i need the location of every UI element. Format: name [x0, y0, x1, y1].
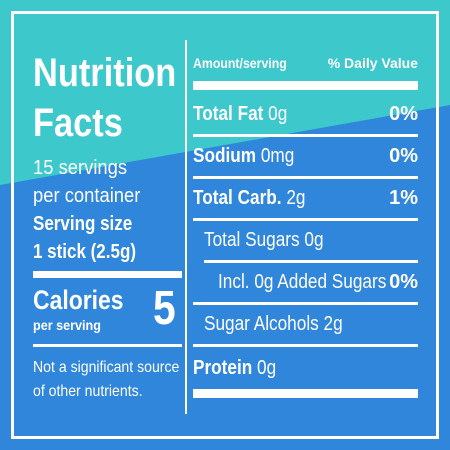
row-sodium: Sodium 0mg: [193, 146, 311, 166]
footnote-text1: Not a significant source: [33, 359, 180, 376]
protein-amount: 0g: [257, 357, 277, 379]
nutrition-title-line2: Facts: [33, 103, 138, 143]
divider-row4: [204, 260, 418, 263]
divider-bottom: [193, 389, 418, 398]
footnote-line2: of other nutrients.: [33, 384, 158, 400]
row-protein: Protein 0g: [193, 358, 290, 378]
header-amount: Amount/serving: [193, 56, 300, 70]
sodium-dv: 0%: [389, 146, 418, 166]
serving-size-value: 1 stick (2.5g): [33, 242, 154, 262]
total-carb-amount: 2g: [286, 187, 306, 209]
protein-label: Protein: [193, 357, 253, 379]
sodium-amount: 0mg: [260, 145, 295, 167]
header-daily-value-text: % Daily Value: [327, 55, 418, 71]
divider-row2: [193, 176, 418, 179]
calories-value: 5: [153, 285, 180, 333]
row-sugar-alcohols: Sugar Alcohols 2g: [204, 314, 365, 334]
total-fat-dv: 0%: [389, 104, 418, 124]
row-total-fat: Total Fat 0g: [193, 104, 303, 124]
divider-medium-left: [33, 344, 182, 347]
calories-label-text: Calories: [33, 285, 124, 315]
sodium-label: Sodium: [193, 145, 257, 167]
servings-text1: 15 servings: [33, 157, 128, 179]
header-amount-text: Amount/serving: [193, 55, 287, 71]
calories-sublabel: per serving: [33, 318, 108, 332]
calories-value-text: 5: [153, 282, 176, 335]
nutrition-title-text2: Facts: [33, 101, 123, 145]
divider-thick-left: [33, 271, 182, 278]
footnote-line1: Not a significant source: [33, 360, 199, 376]
total-fat-dv-text: 0%: [389, 103, 418, 125]
sodium-dv-text: 0%: [389, 145, 418, 167]
total-carb-dv: 1%: [389, 188, 418, 208]
serving-size-label-text: Serving size: [33, 213, 133, 235]
divider-row6: [193, 344, 418, 347]
added-sugars-label: Incl. 0g Added Sugars: [218, 271, 387, 293]
nutrition-panel-border: [11, 11, 439, 439]
footnote-text2: of other nutrients.: [33, 383, 143, 400]
column-divider: [185, 40, 187, 414]
total-fat-amount: 0g: [268, 103, 288, 125]
divider-row5: [193, 302, 418, 305]
total-fat-label: Total Fat: [193, 103, 264, 125]
row-added-sugars: Incl. 0g Added Sugars: [218, 272, 414, 292]
divider-header: [193, 81, 418, 90]
serving-size-label: Serving size: [33, 214, 150, 234]
servings-line1: 15 servings: [33, 158, 135, 178]
total-carb-dv-text: 1%: [389, 187, 418, 209]
divider-row1: [193, 134, 418, 137]
nutrition-title-line1: Nutrition: [33, 53, 200, 93]
divider-row3: [193, 218, 418, 221]
row-total-carb: Total Carb. 2g: [193, 188, 324, 208]
total-carb-label: Total Carb.: [193, 187, 282, 209]
sugar-alcohols-label: Sugar Alcohols 2g: [204, 313, 343, 335]
servings-line2: per container: [33, 186, 150, 206]
total-sugars-label: Total Sugars 0g: [204, 229, 324, 251]
added-sugars-dv-text: 0%: [389, 271, 418, 293]
header-daily-value: % Daily Value: [328, 56, 418, 70]
serving-size-value-text: 1 stick (2.5g): [33, 241, 136, 263]
added-sugars-dv: 0%: [389, 272, 418, 292]
calories-sublabel-text: per serving: [33, 317, 101, 333]
calories-label: Calories: [33, 287, 140, 314]
nutrition-title-text1: Nutrition: [33, 51, 177, 95]
row-total-sugars: Total Sugars 0g: [204, 230, 343, 250]
servings-text2: per container: [33, 185, 141, 207]
